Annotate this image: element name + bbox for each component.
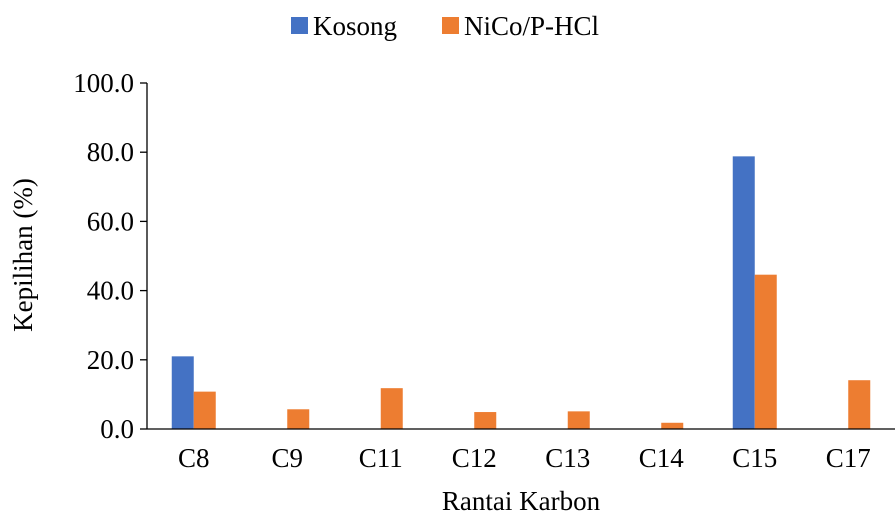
bar-nico-p-hcl-c15 bbox=[754, 274, 777, 429]
x-tick-label: C15 bbox=[732, 443, 777, 473]
x-tick-label: C9 bbox=[271, 443, 303, 473]
bar-nico-p-hcl-c12 bbox=[474, 412, 497, 429]
bar-nico-p-hcl-c14 bbox=[661, 422, 684, 429]
bar-nico-p-hcl-c17 bbox=[848, 380, 871, 429]
legend-swatch-1 bbox=[291, 17, 308, 34]
y-tick-label: 100.0 bbox=[73, 68, 134, 98]
y-tick-label: 20.0 bbox=[87, 345, 134, 375]
x-tick-label: C13 bbox=[545, 443, 590, 473]
legend: Kosong NiCo/P-HCl bbox=[291, 11, 599, 41]
bar-kosong-c15 bbox=[732, 156, 755, 430]
x-tick-label: C8 bbox=[178, 443, 210, 473]
x-tick-label: C17 bbox=[826, 443, 871, 473]
x-tick-label: C11 bbox=[359, 443, 403, 473]
x-axis: C8 C9 C11 C12 C13 C14 C15 C17 bbox=[147, 428, 895, 473]
bar-nico-p-hcl-c13 bbox=[567, 411, 590, 429]
legend-swatch-2 bbox=[442, 17, 459, 34]
legend-label-1: Kosong bbox=[313, 11, 397, 41]
bar-nico-p-hcl-c8 bbox=[193, 391, 216, 429]
legend-label-2: NiCo/P-HCl bbox=[464, 11, 599, 41]
bar-kosong-c8 bbox=[171, 356, 194, 429]
x-tick-label: C14 bbox=[639, 443, 685, 473]
y-axis: 0.0 20.0 40.0 60.0 80.0 100.0 bbox=[73, 68, 148, 444]
bar-nico-p-hcl-c11 bbox=[380, 388, 403, 429]
y-tick-label: 0.0 bbox=[100, 414, 134, 444]
x-tick-label: C12 bbox=[452, 443, 497, 473]
y-tick-label: 60.0 bbox=[87, 206, 134, 236]
y-tick-label: 80.0 bbox=[87, 137, 134, 167]
x-axis-label: Rantai Karbon bbox=[442, 486, 601, 516]
bars bbox=[171, 156, 871, 430]
y-axis-label: Kepilihan (%) bbox=[8, 178, 38, 332]
y-tick-label: 40.0 bbox=[87, 276, 134, 306]
bar-nico-p-hcl-c9 bbox=[287, 409, 310, 429]
